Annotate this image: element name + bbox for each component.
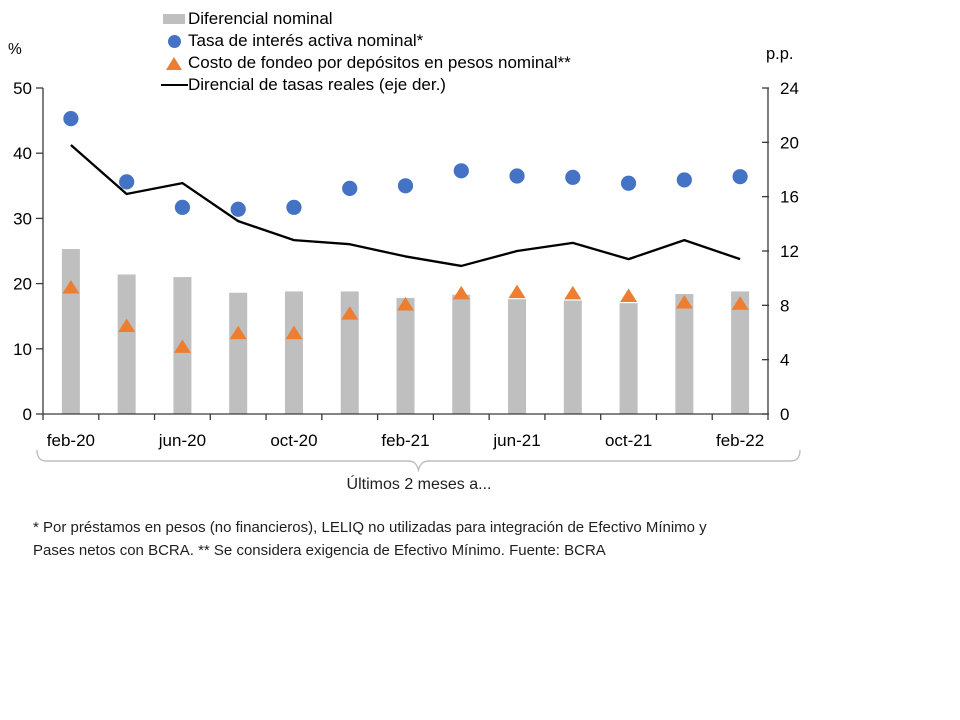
triangle-marker-costo-fondeo xyxy=(285,325,303,340)
right-axis-unit-label: p.p. xyxy=(766,45,794,63)
left-axis-tick-label: 30 xyxy=(13,209,32,228)
right-axis-tick-label: 8 xyxy=(780,296,789,315)
bar-diferencial-nominal xyxy=(284,291,303,414)
circle-marker-tasa-activa xyxy=(509,168,525,184)
legend-label: Diferencial nominal xyxy=(188,9,333,28)
left-axis-tick-label: 50 xyxy=(13,79,32,98)
chart-legend: Diferencial nominal Tasa de interés acti… xyxy=(160,8,571,96)
chart-footnote: * Por préstamos en pesos (no financieros… xyxy=(33,516,783,562)
x-axis-tick-label: feb-22 xyxy=(716,431,764,450)
gray-bar-swatch-icon xyxy=(160,11,188,27)
circle-marker-tasa-activa xyxy=(453,163,469,179)
footnote-line-1: * Por préstamos en pesos (no financieros… xyxy=(33,519,707,536)
circle-marker-tasa-activa xyxy=(397,178,414,194)
circle-marker-tasa-activa xyxy=(230,201,246,217)
left-axis-tick-label: 0 xyxy=(23,405,32,424)
circle-marker-tasa-activa xyxy=(732,169,748,185)
triangle-marker-costo-fondeo xyxy=(452,285,470,300)
triangle-marker-costo-fondeo xyxy=(508,284,526,299)
triangle-marker-costo-fondeo xyxy=(397,296,414,311)
bar-diferencial-nominal xyxy=(675,294,694,414)
x-axis-tick-label: feb-20 xyxy=(47,431,95,450)
circle-marker-tasa-activa xyxy=(286,199,302,215)
orange-triangle-swatch-icon xyxy=(160,55,188,71)
x-axis-tick-label: feb-21 xyxy=(381,431,429,450)
right-axis-tick-label: 0 xyxy=(780,405,789,424)
triangle-marker-costo-fondeo xyxy=(731,296,749,310)
legend-item-costo-fondeo: Costo de fondeo por depósitos en pesos n… xyxy=(160,52,571,74)
chart-plot-area: 0 10 20 30 40 50 0 4 8 12 16 20 24 feb-20 jun-20 oct-20… xyxy=(13,79,801,473)
right-axis-tick-label: 24 xyxy=(780,79,799,98)
left-axis-tick-label: 10 xyxy=(13,340,32,359)
circle-marker-tasa-activa xyxy=(119,174,135,190)
triangle-marker-costo-fondeo xyxy=(62,280,80,294)
triangle-marker-costo-fondeo xyxy=(173,339,191,353)
bar-diferencial-nominal xyxy=(563,300,582,414)
bar-diferencial-nominal xyxy=(396,297,415,414)
circle-marker-tasa-activa xyxy=(342,180,358,197)
circle-marker-tasa-activa xyxy=(174,199,191,215)
x-axis-brace xyxy=(36,449,801,473)
bar-diferencial-nominal xyxy=(229,292,248,414)
left-axis-unit-label: % xyxy=(8,41,22,58)
x-axis-tick-label: oct-21 xyxy=(605,431,652,450)
blue-circle-swatch-icon xyxy=(160,33,188,49)
x-axis-tick-label: jun-20 xyxy=(158,431,206,450)
footnote-line-2: Pases netos con BCRA. ** Se considera ex… xyxy=(33,542,606,559)
right-axis-tick-label: 20 xyxy=(780,133,799,152)
black-line-swatch-icon xyxy=(160,77,188,93)
triangle-marker-costo-fondeo xyxy=(229,325,247,340)
bar-diferencial-nominal xyxy=(452,294,471,414)
triangle-marker-costo-fondeo xyxy=(341,306,359,320)
right-axis-tick-label: 4 xyxy=(780,351,789,370)
circle-marker-tasa-activa xyxy=(676,172,692,188)
legend-item-diferencial-nominal: Diferencial nominal xyxy=(160,8,571,30)
legend-label: Tasa de interés activa nominal* xyxy=(188,31,424,50)
legend-item-diferencial-real: Direncial de tasas reales (eje der.) xyxy=(160,74,571,96)
triangle-marker-costo-fondeo xyxy=(564,285,582,300)
bar-diferencial-nominal xyxy=(508,299,527,414)
legend-item-tasa-activa: Tasa de interés activa nominal* xyxy=(160,30,571,52)
left-axis-tick-label: 40 xyxy=(13,144,32,163)
x-axis-tick-label: oct-20 xyxy=(270,431,317,450)
triangle-marker-costo-fondeo xyxy=(118,318,136,332)
bar-diferencial-nominal xyxy=(61,249,80,414)
x-axis-tick-label: jun-21 xyxy=(492,431,540,450)
bar-diferencial-nominal xyxy=(117,274,136,414)
line-diferencial-tasas-reales xyxy=(70,144,741,268)
legend-label: Costo de fondeo por depósitos en pesos n… xyxy=(188,53,571,72)
circle-marker-tasa-activa xyxy=(63,111,79,127)
bar-diferencial-nominal xyxy=(731,291,750,414)
circle-marker-tasa-activa xyxy=(620,175,637,191)
x-axis-brace-label: Últimos 2 meses a... xyxy=(346,476,492,493)
triangle-marker-costo-fondeo xyxy=(675,295,693,309)
bar-diferencial-nominal xyxy=(340,291,359,414)
left-axis-tick-label: 20 xyxy=(13,275,32,294)
bar-diferencial-nominal xyxy=(619,303,638,414)
circle-marker-tasa-activa xyxy=(565,169,581,185)
legend-label: Direncial de tasas reales (eje der.) xyxy=(188,75,446,94)
right-axis-tick-label: 16 xyxy=(780,188,799,207)
triangle-marker-costo-fondeo xyxy=(620,288,638,302)
right-axis-tick-label: 12 xyxy=(780,242,799,261)
